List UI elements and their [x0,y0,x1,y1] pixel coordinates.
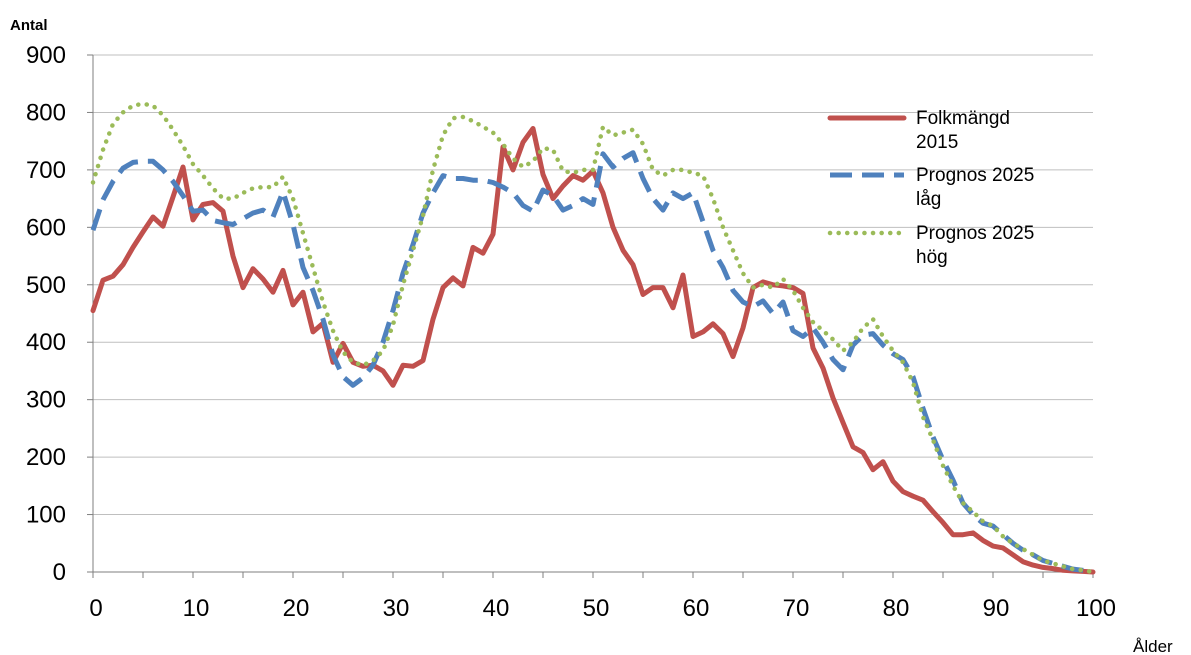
y-tick-label: 300 [26,387,66,414]
x-tick-label: 80 [883,595,910,622]
axes: 0 100 200 300 400 500 600 700 800 900 0 10 20 30 40 50 6… [26,42,1116,622]
y-tick-label: 100 [26,502,66,529]
legend-label-line1: Folkmängd [916,108,1010,129]
legend-label-line1: Prognos 2025 [916,165,1034,186]
x-tick-label: 50 [583,595,610,622]
x-axis-title: Ålder [1133,637,1173,655]
y-tick-label: 700 [26,157,66,184]
x-tick-label: 60 [683,595,710,622]
y-tick-label: 400 [26,329,66,356]
x-tick-label: 100 [1076,595,1116,622]
y-tick-label: 800 [26,99,66,126]
y-tick-label: 200 [26,444,66,471]
x-tick-label: 40 [483,595,510,622]
x-tick-label: 20 [283,595,310,622]
y-tick-label: 600 [26,214,66,241]
x-tick-label: 70 [783,595,810,622]
y-tick-label: 500 [26,272,66,299]
y-tick-label: 0 [53,559,66,586]
series-line-3 [90,101,1096,575]
x-tick-label: 30 [383,595,410,622]
y-axis-title: Antal [10,17,48,34]
legend-label-line2: 2015 [916,132,958,153]
legend-label-line2: hög [916,247,948,268]
legend-label-line1: Prognos 2025 [916,223,1034,244]
x-tick-label: 0 [89,595,102,622]
y-tick-label: 900 [26,42,66,69]
x-tick-label: 90 [983,595,1010,622]
series-line-2 [90,150,1094,575]
series-line-1 [90,126,1096,575]
legend-label-line2: låg [916,189,941,210]
series-lines [90,101,1096,575]
legend: Folkmängd 2015 Prognos 2025 låg Prognos 2025… [827,108,1034,268]
gridlines [93,54,1093,516]
x-tick-label: 10 [183,595,210,622]
